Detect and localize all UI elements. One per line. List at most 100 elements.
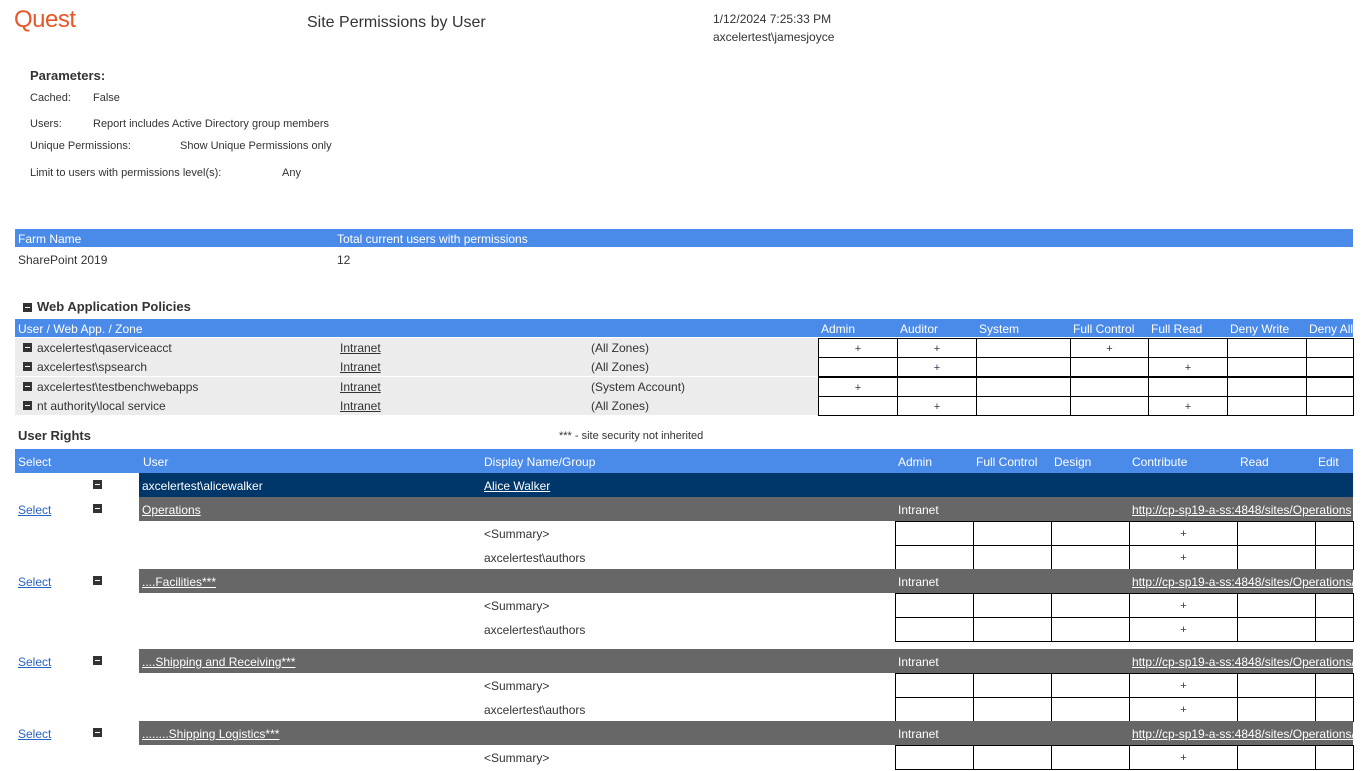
permission-member: <Summary> xyxy=(484,599,550,613)
collapse-icon[interactable] xyxy=(93,576,102,585)
collapse-icon[interactable] xyxy=(23,362,32,372)
permission-cell xyxy=(818,395,898,416)
policies-header: User / Web App. / Zone Admin Auditor System… xyxy=(15,319,1353,337)
permission-cell xyxy=(1306,376,1354,397)
parameter-value: Any xyxy=(282,167,301,179)
permission-cell xyxy=(1070,376,1149,397)
permission-cell: + xyxy=(897,395,977,416)
collapse-icon[interactable] xyxy=(93,656,102,665)
rights-column-header: Read xyxy=(1240,455,1269,469)
rights-column-header: Edit xyxy=(1318,455,1339,469)
permission-cell xyxy=(1051,521,1130,546)
policy-webapp-link[interactable]: Intranet xyxy=(340,398,381,413)
select-link[interactable]: Select xyxy=(18,655,52,669)
permission-cell: + xyxy=(1148,395,1228,416)
permission-cell xyxy=(1051,593,1130,618)
policies-column-header: Auditor xyxy=(900,322,939,336)
permission-cell xyxy=(1148,338,1228,358)
collapse-icon[interactable] xyxy=(23,343,32,352)
permission-cell xyxy=(1237,521,1316,546)
select-link[interactable]: Select xyxy=(18,575,52,589)
collapse-icon[interactable] xyxy=(23,303,32,312)
site-url-link[interactable]: http://cp-sp19-a-ss:4848/sites/Operation… xyxy=(1132,503,1352,517)
permission-cell xyxy=(895,673,974,698)
rights-header: Select User Display Name/Group Admin Full Co… xyxy=(15,449,1353,473)
permission-cell xyxy=(1315,593,1354,618)
parameter-value: Report includes Active Directory group m… xyxy=(93,118,329,130)
permission-cell xyxy=(895,593,974,618)
select-link[interactable]: Select xyxy=(18,727,52,741)
permission-member: axcelertest\authors xyxy=(484,551,586,565)
policies-column-header: Full Read xyxy=(1151,322,1203,336)
permission-cell xyxy=(1237,673,1316,698)
page-title: Site Permissions by User xyxy=(307,14,486,31)
report-datetime: 1/12/2024 7:25:33 PM xyxy=(713,12,832,26)
permission-cell xyxy=(895,697,974,722)
permission-cell xyxy=(1051,617,1130,642)
policies-column-header: Deny Write xyxy=(1230,322,1290,336)
permission-cell xyxy=(1315,545,1354,570)
rights-column-header: Contribute xyxy=(1132,455,1188,469)
rights-column-header: Admin xyxy=(898,455,933,469)
permission-cell xyxy=(973,697,1052,722)
collapse-icon[interactable] xyxy=(93,480,102,489)
permission-cell xyxy=(1237,545,1316,570)
permission-cell xyxy=(1227,338,1307,358)
parameter-label: Unique Permissions: xyxy=(30,140,131,152)
policy-webapp-link[interactable]: Intranet xyxy=(340,341,381,355)
select-link[interactable]: Select xyxy=(18,503,52,517)
site-url-link[interactable]: http://cp-sp19-a-ss:4848/sites/Operation… xyxy=(1132,727,1353,741)
policy-row xyxy=(15,376,818,396)
permission-cell xyxy=(895,521,974,546)
parameter-value: Show Unique Permissions only xyxy=(180,140,332,152)
site-row xyxy=(139,497,1353,521)
permission-cell xyxy=(1237,593,1316,618)
collapse-icon[interactable] xyxy=(93,728,102,737)
user-rights-heading: User Rights xyxy=(18,428,91,443)
permission-cell: + xyxy=(897,338,977,358)
permission-cell xyxy=(1315,521,1354,546)
site-name-link[interactable]: ....Facilities*** xyxy=(142,575,217,589)
site-name-link[interactable]: Operations xyxy=(142,503,201,517)
parameters-heading: Parameters: xyxy=(30,68,106,83)
quest-logo: Quest xyxy=(14,6,76,33)
policy-webapp-link[interactable]: Intranet xyxy=(340,360,381,375)
user-display-link[interactable]: Alice Walker xyxy=(484,479,551,493)
permission-cell xyxy=(976,338,1071,358)
permission-cell: + xyxy=(1129,673,1238,698)
site-name-link[interactable]: ........Shipping Logistics*** xyxy=(142,727,280,741)
permission-cell xyxy=(1315,697,1354,722)
farm-name-header: Farm Name xyxy=(18,232,82,246)
policy-webapp-link[interactable]: Intranet xyxy=(340,379,381,394)
permission-cell: + xyxy=(1129,745,1238,770)
site-row xyxy=(139,721,1353,745)
permission-member: <Summary> xyxy=(484,527,550,541)
rights-column-header: User xyxy=(143,455,169,469)
site-row xyxy=(139,569,1353,593)
permission-cell xyxy=(1148,376,1228,397)
permission-cell xyxy=(1306,357,1354,378)
permission-cell xyxy=(895,545,974,570)
permission-cell: + xyxy=(1129,545,1238,570)
permission-cell: + xyxy=(897,357,977,378)
site-url-link[interactable]: http://cp-sp19-a-ss:4848/sites/Operation… xyxy=(1132,575,1353,589)
permission-cell xyxy=(1051,745,1130,770)
collapse-icon[interactable] xyxy=(23,381,32,391)
site-name-link[interactable]: ....Shipping and Receiving*** xyxy=(142,655,296,669)
permission-cell xyxy=(973,593,1052,618)
user-login: axcelertest\alicewalker xyxy=(142,479,263,493)
permission-cell xyxy=(1306,338,1354,358)
site-url-link[interactable]: http://cp-sp19-a-ss:4848/sites/Operation… xyxy=(1132,655,1353,669)
permission-cell xyxy=(897,376,977,397)
farm-users-header: Total current users with permissions xyxy=(337,232,528,246)
permission-cell: + xyxy=(1070,338,1149,358)
permission-cell xyxy=(973,617,1052,642)
permission-cell xyxy=(976,357,1071,378)
site-webapp: Intranet xyxy=(898,503,939,517)
permission-cell xyxy=(1315,617,1354,642)
permission-cell xyxy=(1070,357,1149,378)
inherit-note: *** - site security not inherited xyxy=(559,430,704,442)
collapse-icon[interactable] xyxy=(93,504,102,513)
collapse-icon[interactable] xyxy=(23,400,32,410)
site-row xyxy=(139,649,1353,673)
